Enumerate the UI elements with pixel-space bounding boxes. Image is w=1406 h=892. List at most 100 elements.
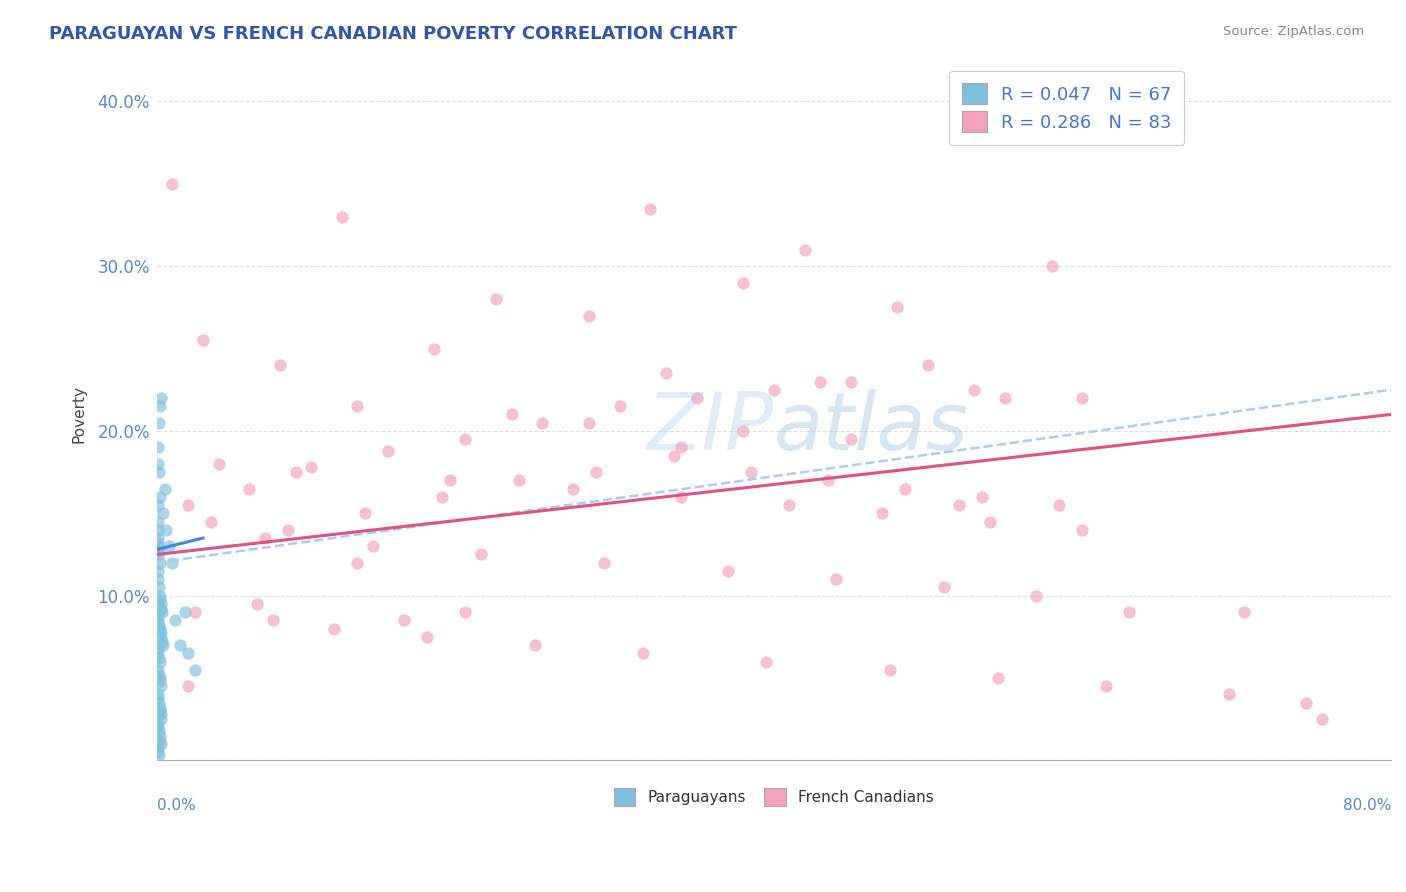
Point: [932, 581, 955, 595]
Point: [839, 375, 862, 389]
Point: [1071, 523, 1094, 537]
Point: [146, 690, 169, 705]
Point: [165, 613, 187, 627]
Point: [578, 309, 600, 323]
Point: [148, 572, 170, 586]
Point: [149, 556, 172, 570]
Point: [146, 688, 169, 702]
Point: [150, 712, 173, 726]
Point: [148, 646, 170, 660]
Point: [523, 638, 546, 652]
Point: [148, 581, 170, 595]
Point: [148, 536, 170, 550]
Point: [149, 622, 172, 636]
Point: [149, 399, 172, 413]
Point: [146, 441, 169, 455]
Point: [824, 572, 846, 586]
Point: [148, 542, 170, 557]
Point: [662, 449, 685, 463]
Point: [731, 424, 754, 438]
Point: [354, 506, 377, 520]
Point: [146, 721, 169, 735]
Point: [1118, 605, 1140, 619]
Point: [149, 704, 172, 718]
Text: 0.0%: 0.0%: [157, 798, 195, 814]
Text: ZIP: ZIP: [647, 389, 773, 467]
Point: [184, 663, 207, 677]
Point: [731, 276, 754, 290]
Point: [879, 663, 901, 677]
Text: atlas: atlas: [773, 389, 969, 467]
Point: [671, 490, 693, 504]
Point: [323, 622, 346, 636]
Point: [994, 391, 1017, 405]
Point: [169, 638, 191, 652]
Point: [148, 696, 170, 710]
Point: [361, 539, 384, 553]
Point: [392, 613, 415, 627]
Point: [778, 498, 800, 512]
Point: [416, 630, 439, 644]
Point: [987, 671, 1010, 685]
Point: [148, 515, 170, 529]
Point: [299, 460, 322, 475]
Point: [277, 523, 299, 537]
Point: [886, 301, 908, 315]
Point: [148, 748, 170, 763]
Point: [148, 651, 170, 665]
Point: [148, 729, 170, 743]
Point: [148, 465, 170, 479]
Point: [176, 679, 198, 693]
Point: [176, 498, 198, 512]
Text: Source: ZipAtlas.com: Source: ZipAtlas.com: [1223, 25, 1364, 38]
Point: [200, 515, 222, 529]
Point: [454, 432, 477, 446]
Point: [262, 613, 284, 627]
Point: [148, 671, 170, 685]
Point: [150, 391, 173, 405]
Point: [671, 441, 693, 455]
Point: [160, 556, 183, 570]
Point: [146, 608, 169, 623]
Point: [717, 564, 740, 578]
Point: [793, 243, 815, 257]
Point: [377, 443, 399, 458]
Point: [146, 531, 169, 545]
Point: [585, 465, 607, 479]
Point: [817, 474, 839, 488]
Point: [146, 539, 169, 553]
Point: [269, 358, 291, 372]
Point: [609, 399, 631, 413]
Point: [173, 605, 195, 619]
Text: PARAGUAYAN VS FRENCH CANADIAN POVERTY CORRELATION CHART: PARAGUAYAN VS FRENCH CANADIAN POVERTY CO…: [49, 25, 737, 43]
Point: [150, 630, 173, 644]
Point: [894, 482, 917, 496]
Legend: Paraguayans, French Canadians: Paraguayans, French Canadians: [605, 779, 943, 815]
Point: [207, 457, 229, 471]
Point: [176, 646, 198, 660]
Point: [740, 465, 762, 479]
Point: [146, 641, 169, 656]
Point: [808, 375, 831, 389]
Point: [148, 498, 170, 512]
Point: [1218, 688, 1240, 702]
Point: [979, 515, 1001, 529]
Point: [1310, 712, 1333, 726]
Y-axis label: Poverty: Poverty: [72, 385, 86, 443]
Point: [184, 605, 207, 619]
Point: [501, 408, 523, 422]
Point: [439, 474, 461, 488]
Point: [454, 605, 477, 619]
Point: [152, 506, 174, 520]
Point: [148, 416, 170, 430]
Text: 80.0%: 80.0%: [1343, 798, 1391, 814]
Point: [246, 597, 269, 611]
Point: [150, 679, 173, 693]
Point: [1233, 605, 1256, 619]
Point: [149, 591, 172, 606]
Point: [1025, 589, 1047, 603]
Point: [963, 383, 986, 397]
Point: [150, 634, 173, 648]
Point: [148, 618, 170, 632]
Point: [146, 740, 169, 755]
